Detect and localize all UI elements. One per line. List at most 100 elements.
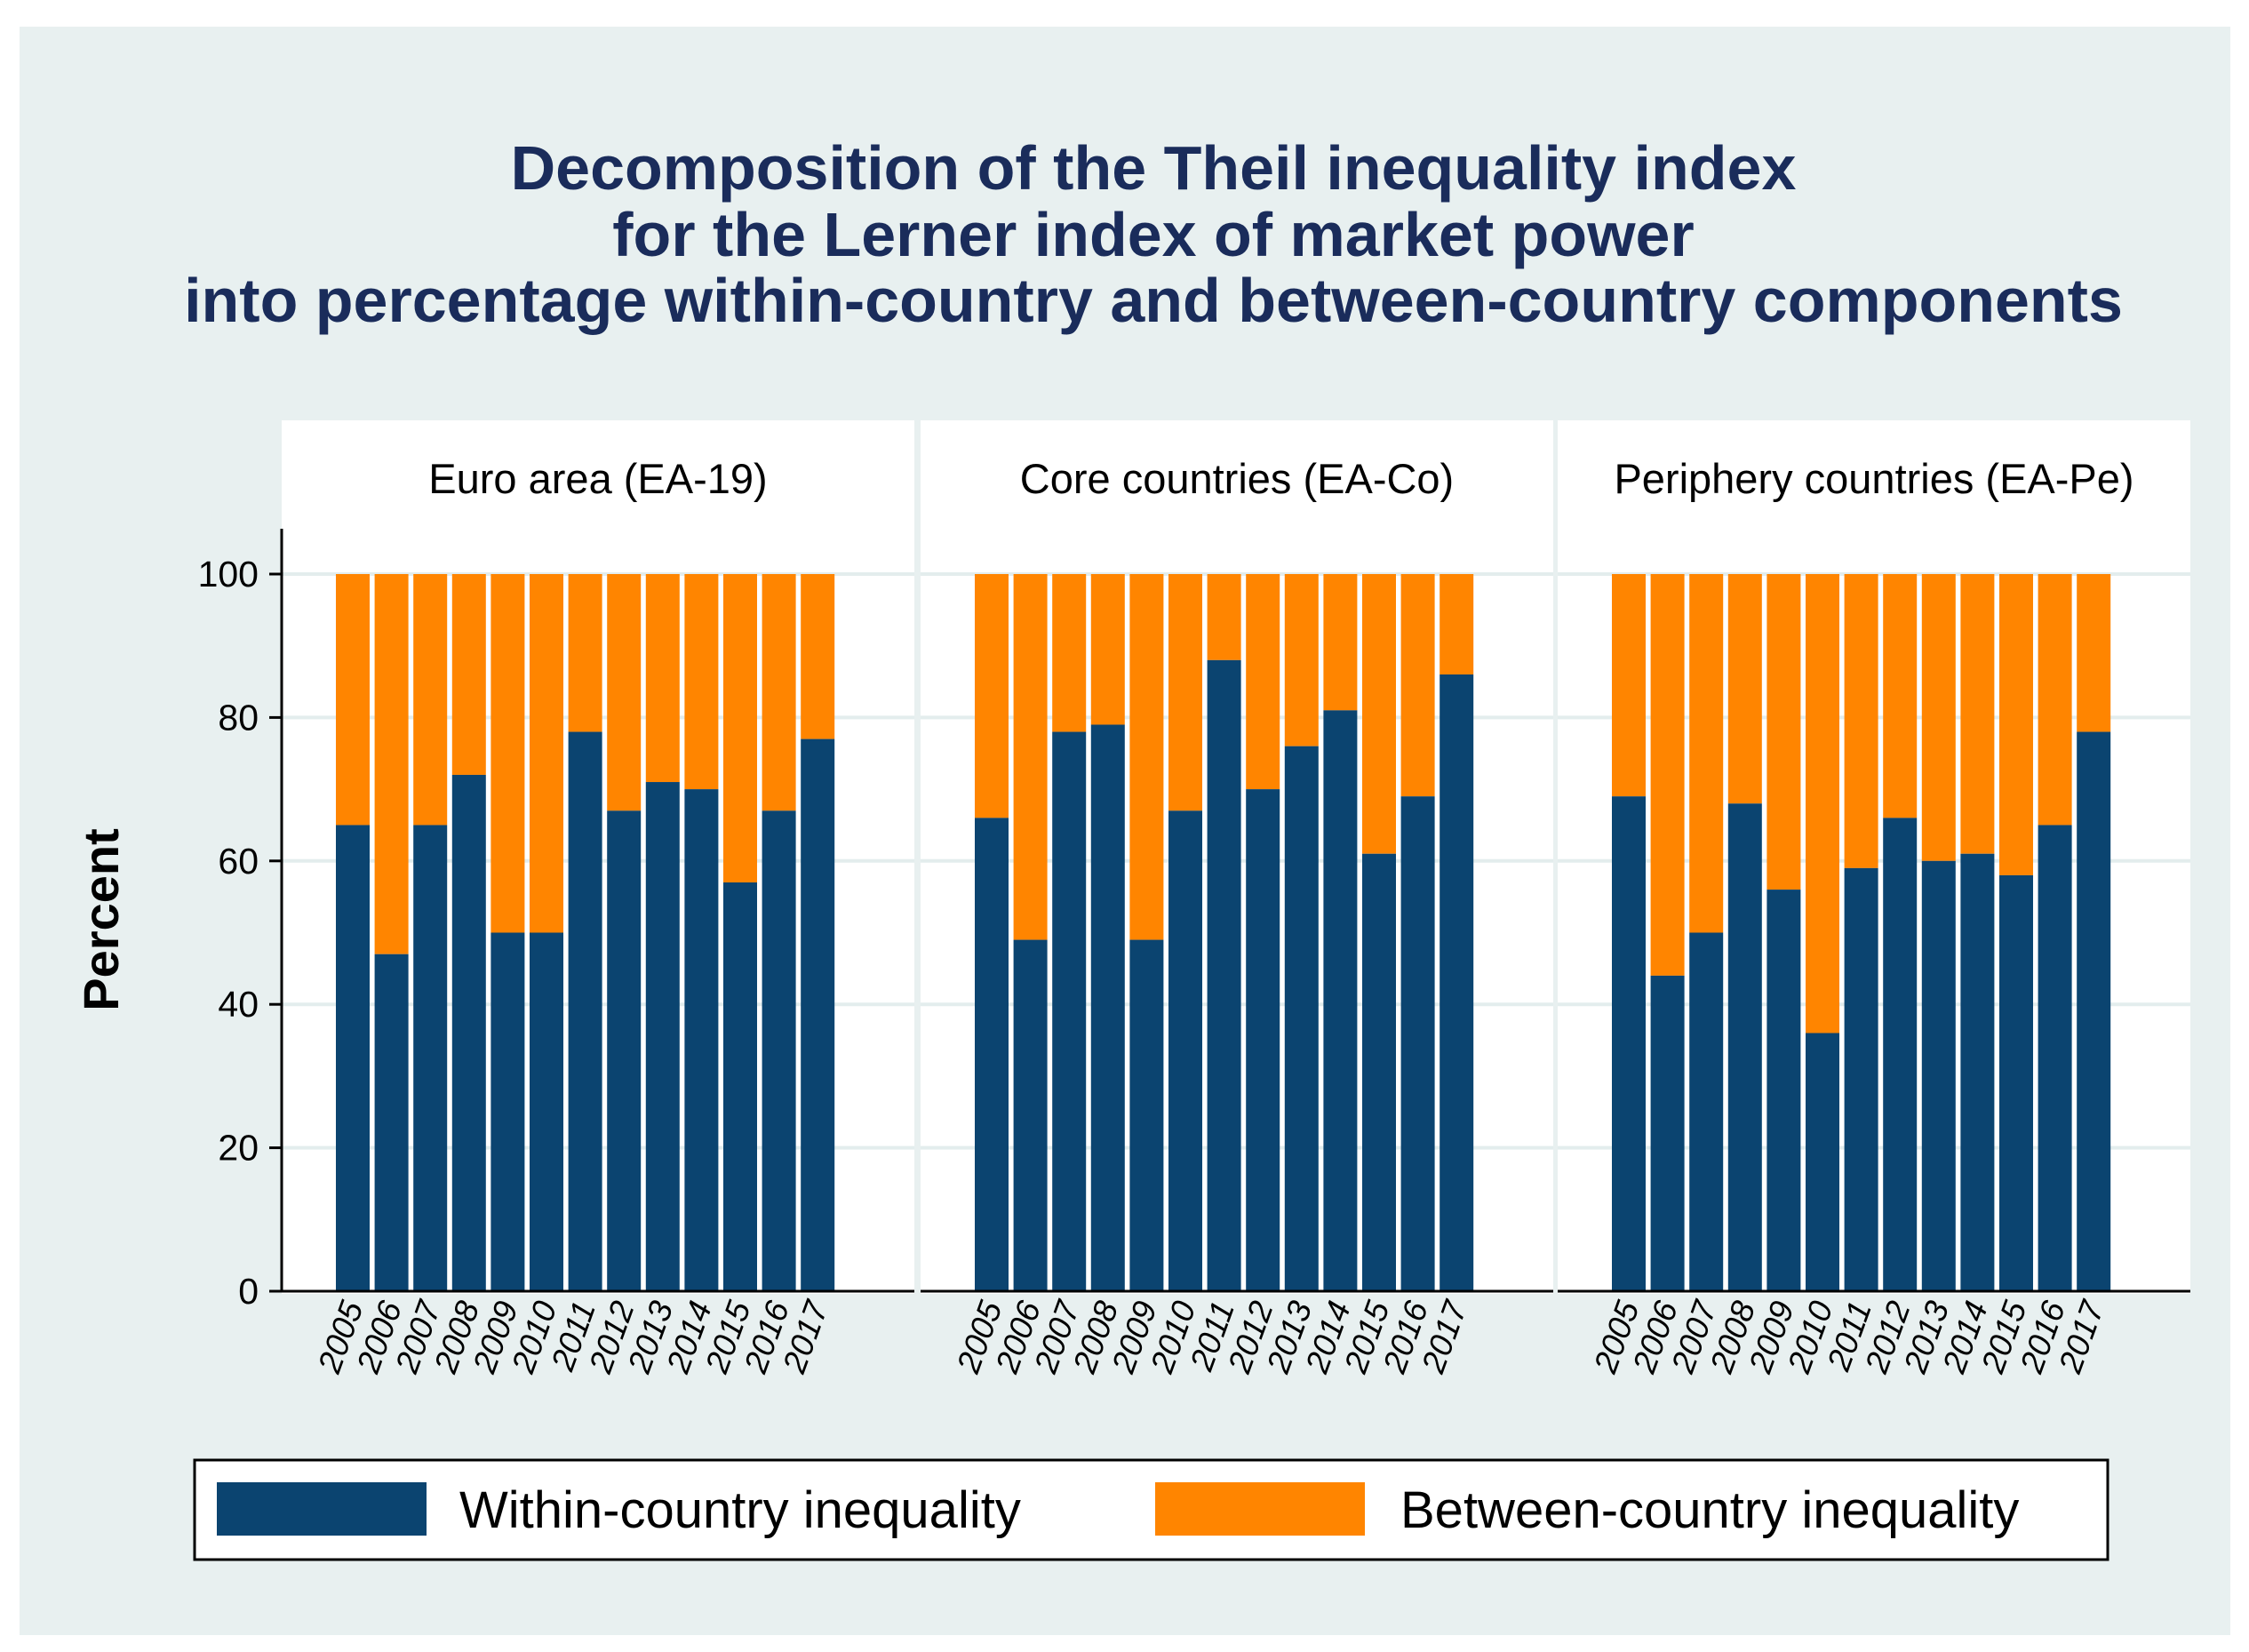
panel-3: Periphery countries (EA-Pe)2005200620072… xyxy=(1558,420,2190,1378)
legend-box xyxy=(193,1458,2109,1561)
title-line-1: Decomposition of the Theil inequality in… xyxy=(511,133,1797,203)
bar-between-2017 xyxy=(1440,574,1474,674)
bar-within-2017 xyxy=(1440,674,1474,1291)
bar-within-2009 xyxy=(1767,890,1801,1291)
bar-within-2007 xyxy=(413,825,448,1291)
y-tick-label: 0 xyxy=(238,1271,259,1312)
panel-2: Core countries (EA-Co)200520062007200820… xyxy=(921,420,1553,1378)
bar-between-2009 xyxy=(1129,574,1164,940)
bar-within-2016 xyxy=(2038,825,2072,1291)
bar-within-2007 xyxy=(1052,731,1087,1291)
bar-within-2015 xyxy=(723,882,757,1291)
bar-between-2010 xyxy=(530,574,563,933)
legend: Within-country inequality Between-countr… xyxy=(193,1458,2109,1561)
bar-within-2005 xyxy=(975,818,1009,1291)
bar-within-2010 xyxy=(530,932,563,1291)
y-tick-label: 60 xyxy=(218,841,259,882)
bar-between-2010 xyxy=(1168,574,1202,811)
bar-between-2012 xyxy=(1246,574,1280,790)
bar-between-2011 xyxy=(568,574,602,732)
chart-title: Decomposition of the Theil inequality in… xyxy=(184,133,2123,335)
bar-between-2016 xyxy=(1400,574,1435,797)
bar-between-2005 xyxy=(975,574,1009,818)
panel-header xyxy=(1558,420,2190,529)
bar-between-2005 xyxy=(1612,574,1646,797)
bar-between-2009 xyxy=(490,574,525,933)
bar-within-2006 xyxy=(1013,939,1048,1291)
bar-between-2014 xyxy=(1323,574,1358,711)
title-line-2: for the Lerner index of market power xyxy=(612,200,1694,269)
bar-within-2005 xyxy=(1612,796,1646,1291)
bar-within-2009 xyxy=(490,932,525,1291)
bar-between-2008 xyxy=(1727,574,1762,804)
bar-within-2010 xyxy=(1806,1033,1839,1291)
bar-within-2017 xyxy=(801,738,835,1291)
y-tick-label: 100 xyxy=(198,554,259,595)
bar-within-2008 xyxy=(451,774,486,1291)
panel-title: Periphery countries (EA-Pe) xyxy=(1614,455,2133,502)
bar-within-2013 xyxy=(1284,746,1319,1291)
bar-within-2006 xyxy=(1650,975,1685,1291)
panel-title: Euro area (EA-19) xyxy=(428,455,767,502)
bar-between-2016 xyxy=(762,574,796,811)
bar-between-2010 xyxy=(1806,574,1839,1033)
bar-within-2011 xyxy=(1207,659,1241,1291)
bar-between-2015 xyxy=(1999,574,2033,875)
bar-between-2006 xyxy=(1013,574,1048,940)
bar-between-2008 xyxy=(1090,574,1125,725)
bar-within-2011 xyxy=(568,731,602,1291)
bar-between-2007 xyxy=(1052,574,1087,732)
bar-within-2008 xyxy=(1727,803,1762,1291)
bar-between-2009 xyxy=(1767,574,1801,890)
bar-within-2010 xyxy=(1168,810,1202,1291)
bar-within-2009 xyxy=(1129,939,1164,1291)
bar-between-2007 xyxy=(413,574,448,826)
bar-between-2013 xyxy=(645,574,680,783)
bar-within-2015 xyxy=(1999,874,2033,1291)
bar-within-2017 xyxy=(2077,731,2111,1291)
bar-between-2006 xyxy=(1650,574,1685,976)
panels: Euro area (EA-19)20052006200720082009201… xyxy=(198,420,2190,1378)
bar-between-2011 xyxy=(1207,574,1241,660)
bar-between-2017 xyxy=(801,574,835,739)
y-axis-label: Percent xyxy=(73,828,129,1010)
bar-between-2005 xyxy=(336,574,370,826)
bar-within-2014 xyxy=(1960,853,1995,1291)
bar-within-2007 xyxy=(1689,932,1724,1291)
bar-within-2013 xyxy=(1921,860,1956,1291)
bar-within-2013 xyxy=(645,782,680,1291)
bar-within-2016 xyxy=(762,810,796,1291)
legend-label-between: Between-country inequality xyxy=(1400,1481,2019,1539)
bar-between-2012 xyxy=(607,574,642,811)
y-tick-label: 40 xyxy=(218,984,259,1025)
bar-within-2016 xyxy=(1400,796,1435,1291)
panel-1: Euro area (EA-19)20052006200720082009201… xyxy=(282,420,914,1378)
bar-between-2015 xyxy=(723,574,757,883)
bar-within-2011 xyxy=(1844,867,1878,1291)
panel-title: Core countries (EA-Co) xyxy=(1020,455,1454,502)
bar-between-2011 xyxy=(1844,574,1878,868)
bar-within-2015 xyxy=(1362,853,1396,1291)
legend-swatch-within xyxy=(217,1482,427,1536)
bar-between-2007 xyxy=(1689,574,1724,933)
bar-within-2006 xyxy=(374,954,409,1291)
bar-within-2012 xyxy=(1883,818,1918,1291)
bar-between-2013 xyxy=(1284,574,1319,746)
bar-between-2014 xyxy=(1960,574,1995,854)
bar-between-2017 xyxy=(2077,574,2111,732)
legend-label-within: Within-country inequality xyxy=(459,1481,1021,1539)
bar-within-2014 xyxy=(1323,710,1358,1291)
bar-between-2016 xyxy=(2038,574,2072,826)
bar-within-2008 xyxy=(1090,724,1125,1291)
y-tick-label: 20 xyxy=(218,1128,259,1169)
bar-within-2012 xyxy=(1246,789,1280,1291)
bar-between-2012 xyxy=(1883,574,1918,818)
bar-within-2012 xyxy=(607,810,642,1291)
bar-within-2014 xyxy=(684,789,719,1291)
bar-between-2014 xyxy=(684,574,719,790)
bar-between-2015 xyxy=(1362,574,1396,854)
y-axis: 0 20 40 60 80 100 xyxy=(198,529,283,1312)
bar-between-2013 xyxy=(1921,574,1956,861)
title-line-3: into percentage within-country and betwe… xyxy=(184,266,2123,335)
